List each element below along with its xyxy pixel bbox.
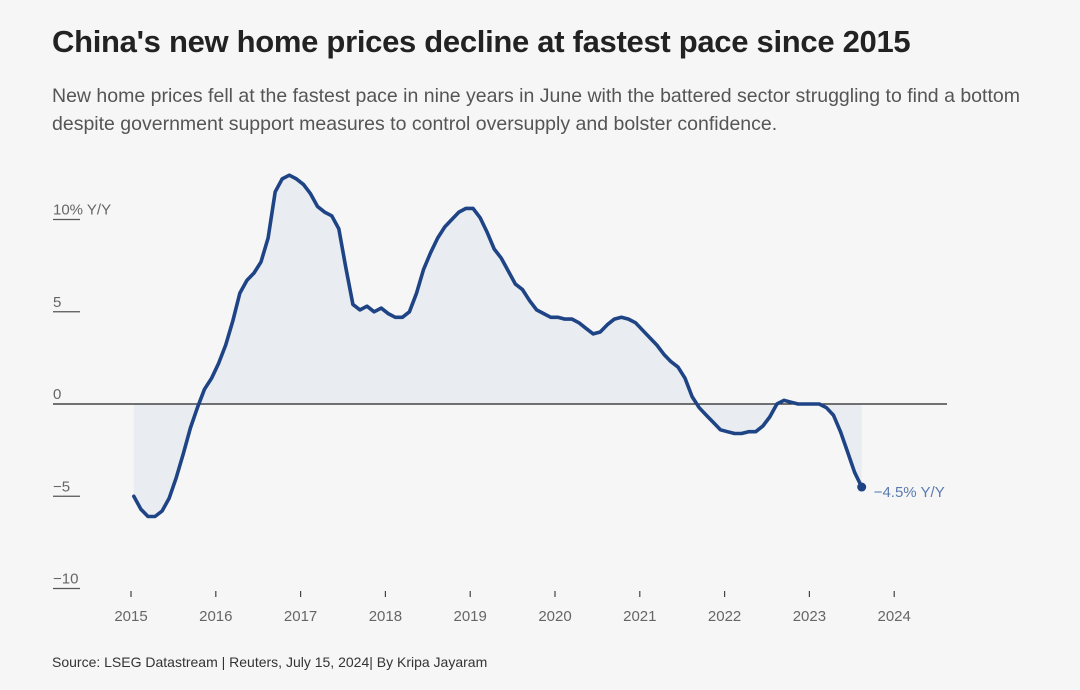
y-axis: 10% Y/Y 5 0 −5 −10 bbox=[53, 202, 111, 590]
source-note: Source: LSEG Datastream | Reuters, July … bbox=[52, 654, 488, 670]
x-tick-label: 2021 bbox=[623, 608, 656, 625]
x-tick-label: 2018 bbox=[369, 608, 402, 625]
y-tick-label: 5 bbox=[53, 294, 61, 311]
series-line bbox=[132, 173, 864, 519]
end-point-label: −4.5% Y/Y bbox=[874, 484, 945, 501]
x-tick-label: 2019 bbox=[454, 608, 487, 625]
x-tick-label: 2017 bbox=[284, 608, 317, 625]
x-axis: 2015 2016 2017 2018 2019 2020 2021 2022 2023 2024 bbox=[114, 591, 911, 625]
x-tick-label: 2024 bbox=[878, 608, 911, 625]
chart-title: China's new home prices decline at faste… bbox=[52, 24, 911, 59]
y-tick-label: −10 bbox=[53, 571, 78, 588]
x-tick-label: 2022 bbox=[708, 608, 741, 625]
x-tick-label: 2016 bbox=[199, 608, 232, 625]
y-tick-label: −5 bbox=[53, 478, 70, 495]
end-point-marker bbox=[857, 482, 867, 492]
chart-subtitle: New home prices fell at the fastest pace… bbox=[52, 85, 1020, 135]
x-tick-label: 2020 bbox=[538, 608, 571, 625]
y-tick-label: 10% Y/Y bbox=[53, 202, 111, 219]
y-tick-label: 0 bbox=[53, 386, 61, 403]
x-tick-label: 2015 bbox=[114, 608, 147, 625]
x-tick-label: 2023 bbox=[793, 608, 826, 625]
series-area-fill bbox=[133, 175, 862, 517]
